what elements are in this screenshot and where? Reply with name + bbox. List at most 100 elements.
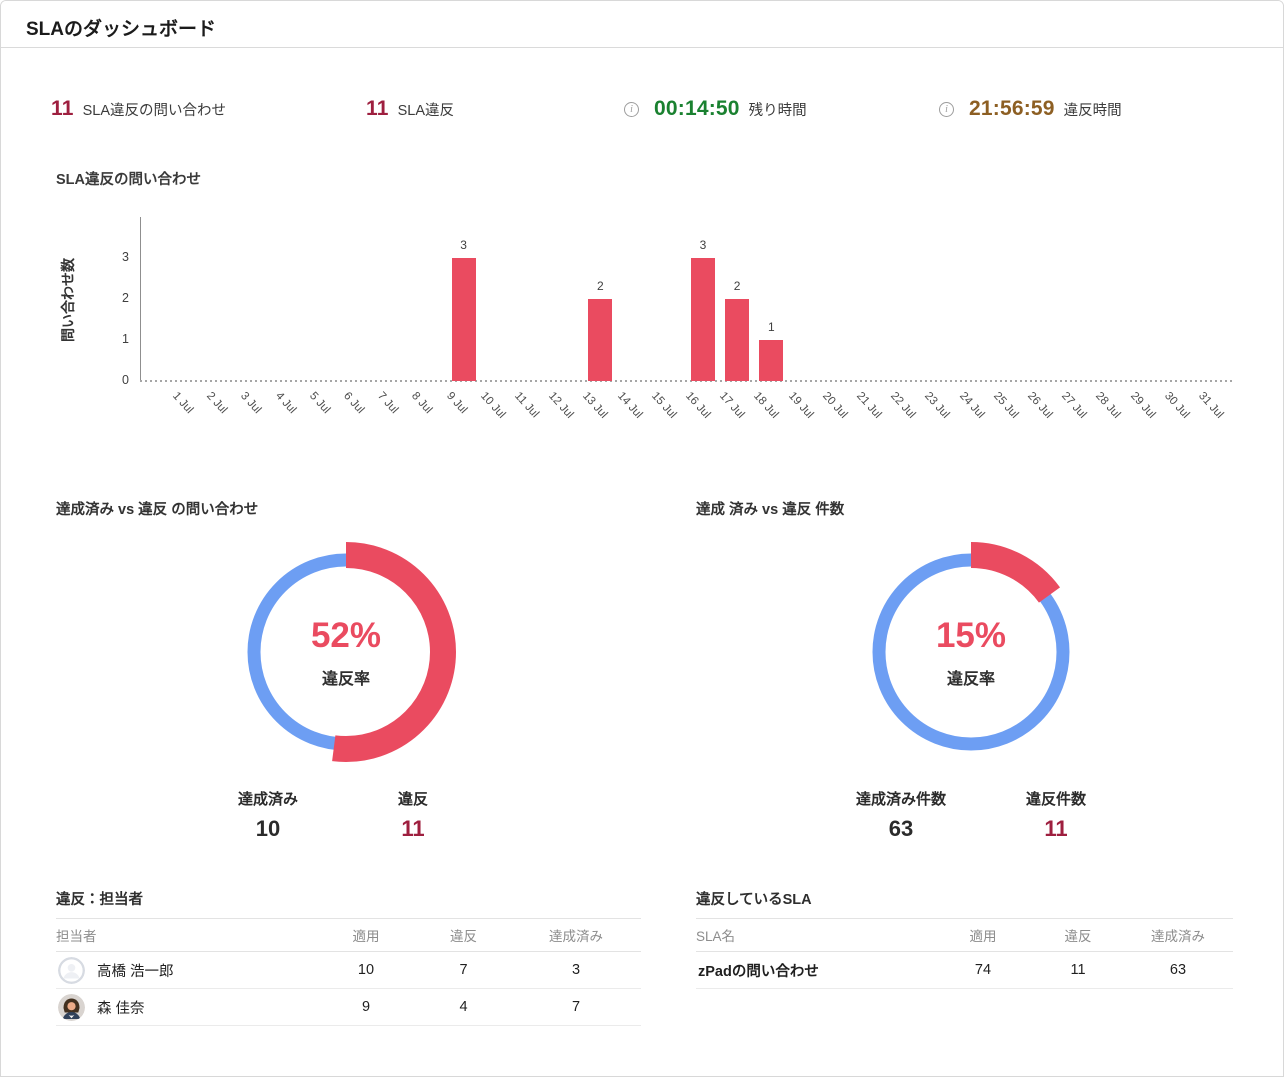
x-tick-label: 16 Jul bbox=[683, 390, 713, 421]
kpi-value: 00:14:50 bbox=[654, 97, 740, 120]
donut-center-text: 52% 違反率 bbox=[226, 532, 466, 772]
bar-16-jul[interactable] bbox=[690, 258, 715, 381]
x-tick-label: 27 Jul bbox=[1059, 390, 1089, 421]
assignee-table: 担当者 適用 違反 達成済み 高橋 浩一郎 10 7 3 森 佳奈 9 4 7 bbox=[56, 918, 641, 1026]
info-icon[interactable]: i bbox=[939, 101, 954, 117]
bar-slot bbox=[959, 217, 993, 381]
bar-chart-bars: 3 2 3 2 1 bbox=[173, 217, 1233, 381]
violation-rate-label: 違反率 bbox=[321, 670, 370, 688]
x-tick-label: 1 Jul bbox=[170, 390, 196, 417]
x-tick-label: 28 Jul bbox=[1093, 390, 1123, 421]
x-tick-label: 6 Jul bbox=[341, 390, 367, 417]
bar-slot bbox=[1164, 217, 1198, 381]
bar-value-label: 3 bbox=[699, 238, 707, 252]
legend-value: 11 bbox=[1044, 816, 1068, 841]
bar-slot bbox=[412, 217, 446, 381]
row-name-cell: zPadの問い合わせ bbox=[696, 960, 933, 981]
bar-value-label: 3 bbox=[460, 238, 467, 252]
donut-achieved-vs-violated-count: 15% 違反率 bbox=[851, 532, 1091, 772]
kpi-value: 11 bbox=[51, 97, 74, 120]
bar-slot bbox=[1130, 217, 1164, 381]
x-tick-label: 22 Jul bbox=[888, 390, 918, 421]
bar-slot bbox=[1096, 217, 1130, 381]
donut-violated-arc[interactable] bbox=[236, 542, 456, 762]
person-photo-avatar bbox=[58, 993, 85, 1021]
bar-slot bbox=[823, 217, 857, 381]
x-tick-label: 12 Jul bbox=[546, 390, 576, 421]
bar-slot bbox=[378, 217, 412, 381]
x-tick-label: 31 Jul bbox=[1195, 390, 1226, 421]
column-header: 達成済み bbox=[549, 929, 603, 944]
bar-slot: 3 bbox=[686, 217, 720, 381]
x-tick-label: 24 Jul bbox=[956, 390, 987, 421]
bar-slot bbox=[1028, 217, 1062, 381]
bar-slot bbox=[652, 217, 686, 381]
bar-slot: 1 bbox=[754, 217, 788, 381]
bar-chart-title: SLA違反の問い合わせ bbox=[56, 172, 201, 188]
bar-chart-y-axis-line bbox=[140, 217, 141, 381]
bar-value-label: 1 bbox=[767, 320, 775, 334]
bar-value-label: 2 bbox=[733, 279, 741, 293]
x-tick-label: 10 Jul bbox=[477, 390, 508, 421]
violating-sla-table-title: 違反しているSLA bbox=[696, 892, 812, 908]
bar-slot bbox=[857, 217, 891, 381]
legend-achieved: 達成済み 10 bbox=[208, 788, 328, 842]
x-tick-label: 25 Jul bbox=[990, 390, 1021, 421]
table-row: 森 佳奈 9 4 7 bbox=[56, 989, 641, 1026]
bar-slot bbox=[173, 217, 207, 381]
column-header: SLA名 bbox=[696, 929, 736, 944]
bar-slot bbox=[481, 217, 515, 381]
bar-slot bbox=[241, 217, 275, 381]
row-value-cell: 11 bbox=[1070, 962, 1086, 978]
violation-rate-value: 52% bbox=[310, 615, 382, 655]
table-header-row: 担当者 適用 違反 達成済み bbox=[56, 918, 641, 952]
x-tick-label: 2 Jul bbox=[204, 390, 230, 417]
violation-rate-label: 違反率 bbox=[946, 670, 995, 688]
x-tick-label: 7 Jul bbox=[375, 390, 401, 417]
donut-achieved-vs-violated-count-title: 達成 済み vs 違反 件数 bbox=[696, 502, 845, 518]
x-tick-label: 29 Jul bbox=[1127, 390, 1158, 421]
kpi-label: SLA違反 bbox=[397, 103, 455, 119]
bar-slot bbox=[310, 217, 344, 381]
bar-chart-y-axis-label: 問い合わせ数 bbox=[60, 258, 76, 342]
x-tick-label: 15 Jul bbox=[648, 390, 679, 421]
column-header: 達成済み bbox=[1151, 929, 1205, 944]
bar-slot: 2 bbox=[583, 217, 617, 381]
x-tick-label: 9 Jul bbox=[443, 390, 469, 417]
kpi-label: SLA違反の問い合わせ bbox=[82, 103, 227, 119]
x-tick-label: 19 Jul bbox=[785, 390, 816, 421]
bar-9-jul[interactable] bbox=[451, 258, 476, 381]
donut-achieved-vs-violated-tickets-title: 達成済み vs 違反 の問い合わせ bbox=[56, 502, 259, 518]
info-icon[interactable]: i bbox=[624, 101, 639, 117]
row-value-cell: 63 bbox=[1169, 962, 1187, 978]
bar-slot bbox=[891, 217, 925, 381]
bar-slot: 3 bbox=[447, 217, 481, 381]
legend-violated: 違反 11 bbox=[353, 788, 473, 842]
legend-value: 63 bbox=[888, 816, 914, 841]
page-title: SLAのダッシュボード bbox=[26, 19, 217, 40]
bar-value-label: 2 bbox=[597, 279, 604, 293]
column-header: 違反 bbox=[1064, 929, 1092, 944]
row-value-cell: 7 bbox=[459, 962, 468, 978]
placeholder-avatar bbox=[58, 956, 85, 984]
row-name: zPadの問い合わせ bbox=[698, 963, 819, 980]
kpi-label: 残り時間 bbox=[748, 103, 807, 119]
bar-13-jul[interactable] bbox=[588, 299, 613, 381]
row-value-cell: 9 bbox=[361, 999, 371, 1015]
title-bar: SLAのダッシュボード bbox=[1, 1, 1283, 48]
x-tick-label: 18 Jul bbox=[751, 390, 781, 421]
bar-chart-x-ticks: 1 Jul 2 Jul 3 Jul 4 Jul 5 Jul 6 Jul 7 Jul 8 Jul… bbox=[170, 390, 1233, 450]
row-name: 高橋 浩一郎 bbox=[97, 963, 174, 980]
y-tick-label: 2 bbox=[122, 291, 129, 305]
bar-17-jul[interactable] bbox=[725, 299, 750, 381]
x-tick-label: 5 Jul bbox=[306, 390, 333, 417]
row-value-cell: 4 bbox=[459, 999, 468, 1015]
x-tick-label: 23 Jul bbox=[922, 390, 952, 421]
kpi-sla-violated-tickets: 11 SLA違反の問い合わせ bbox=[51, 97, 226, 121]
donut-violated-arc[interactable] bbox=[861, 542, 1081, 762]
table-row: 高橋 浩一郎 10 7 3 bbox=[56, 952, 641, 989]
bar-18-jul[interactable] bbox=[759, 340, 784, 381]
donut-chart-svg bbox=[861, 542, 1081, 762]
kpi-value: 11 bbox=[366, 97, 389, 120]
